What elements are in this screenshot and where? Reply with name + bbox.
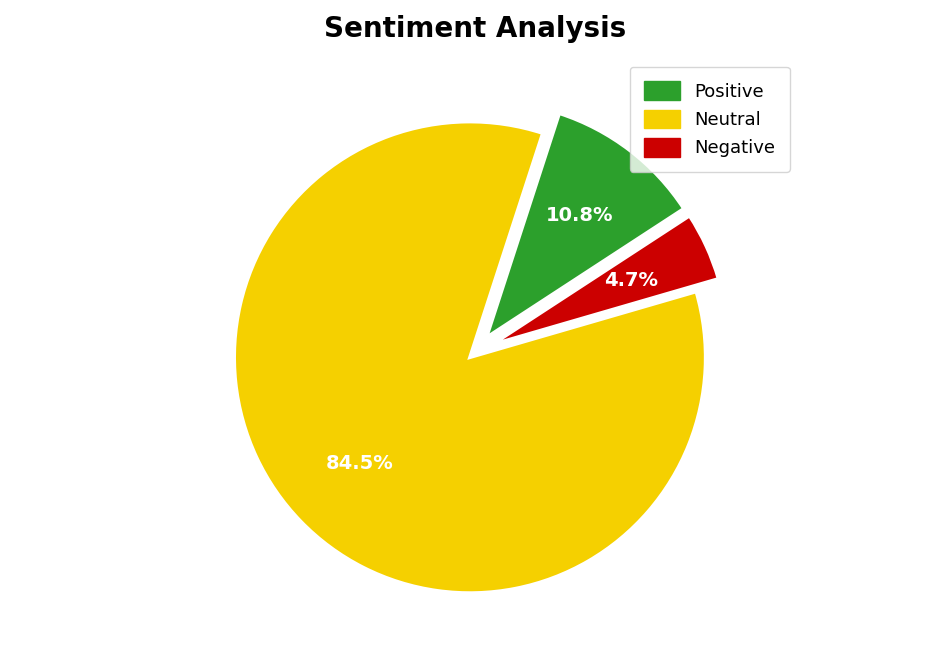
Text: 10.8%: 10.8%	[546, 207, 614, 225]
Wedge shape	[486, 113, 684, 338]
Wedge shape	[492, 216, 718, 344]
Text: 84.5%: 84.5%	[326, 454, 394, 473]
Text: 4.7%: 4.7%	[604, 271, 658, 290]
Title: Sentiment Analysis: Sentiment Analysis	[324, 15, 626, 43]
Wedge shape	[235, 122, 706, 593]
Legend: Positive, Neutral, Negative: Positive, Neutral, Negative	[630, 67, 790, 172]
